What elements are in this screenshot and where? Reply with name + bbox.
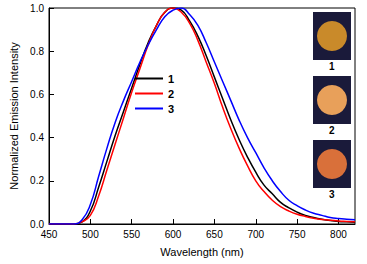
svg-text:2: 2 [329, 125, 335, 136]
svg-text:3: 3 [329, 189, 335, 200]
svg-text:1: 1 [329, 61, 335, 72]
svg-text:3: 3 [168, 103, 174, 115]
svg-text:550: 550 [123, 229, 140, 240]
svg-text:0.8: 0.8 [30, 46, 44, 57]
svg-text:600: 600 [165, 229, 182, 240]
svg-text:2: 2 [168, 88, 174, 100]
svg-text:0.6: 0.6 [30, 89, 44, 100]
svg-text:1: 1 [168, 73, 174, 85]
svg-text:500: 500 [82, 229, 99, 240]
svg-text:800: 800 [330, 229, 347, 240]
svg-text:0.2: 0.2 [30, 175, 44, 186]
svg-text:Normalized Emission Intensity: Normalized Emission Intensity [8, 42, 20, 190]
svg-text:450: 450 [41, 229, 58, 240]
svg-text:650: 650 [206, 229, 223, 240]
svg-text:0.4: 0.4 [30, 132, 44, 143]
svg-text:750: 750 [289, 229, 306, 240]
svg-text:700: 700 [247, 229, 264, 240]
svg-text:1.0: 1.0 [30, 3, 44, 14]
svg-text:Wavelength (nm): Wavelength (nm) [160, 246, 243, 258]
svg-text:0.0: 0.0 [30, 218, 44, 230]
